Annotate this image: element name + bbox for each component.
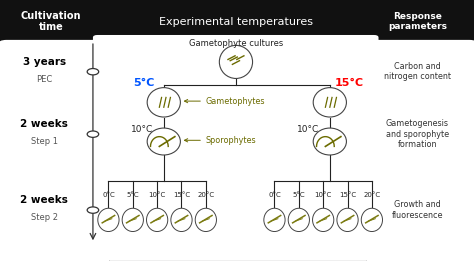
Ellipse shape [147,88,181,117]
Ellipse shape [264,208,285,232]
Text: 15°C: 15°C [173,192,190,198]
Ellipse shape [219,45,253,79]
Text: 10°C: 10°C [131,125,154,134]
Circle shape [87,131,99,137]
Ellipse shape [312,208,334,232]
Text: PEC: PEC [36,75,52,84]
Text: 20°C: 20°C [363,192,381,198]
Ellipse shape [195,208,217,232]
Text: Gametophyte cultures: Gametophyte cultures [189,39,283,48]
FancyBboxPatch shape [365,40,474,261]
Text: 0°C: 0°C [268,192,281,198]
Ellipse shape [361,208,383,232]
Ellipse shape [337,208,358,232]
Text: 5°C: 5°C [127,192,139,198]
Text: Response
parameters: Response parameters [388,12,447,31]
Text: Step 1: Step 1 [31,137,58,146]
Text: 5°C: 5°C [292,192,305,198]
Text: 2 weeks: 2 weeks [20,119,68,129]
Text: 2 weeks: 2 weeks [20,195,68,205]
Text: 20°C: 20°C [197,192,214,198]
Text: Growth and
fluorescence: Growth and fluorescence [392,200,443,220]
Text: 15°C: 15°C [339,192,356,198]
FancyBboxPatch shape [0,40,110,261]
Ellipse shape [147,128,181,155]
Text: 10°C: 10°C [315,192,332,198]
Text: Gametogenesis
and sporophyte
formation: Gametogenesis and sporophyte formation [386,119,449,149]
Text: Sporophytes: Sporophytes [184,136,256,145]
Ellipse shape [313,88,346,117]
Ellipse shape [146,208,168,232]
Circle shape [87,69,99,75]
Ellipse shape [122,208,144,232]
FancyBboxPatch shape [93,35,379,260]
FancyBboxPatch shape [93,0,379,42]
Text: 0°C: 0°C [102,192,115,198]
Text: 10°C: 10°C [148,192,166,198]
Text: Step 2: Step 2 [31,213,58,222]
Ellipse shape [98,208,119,232]
Ellipse shape [313,128,346,155]
FancyBboxPatch shape [365,0,474,261]
FancyBboxPatch shape [0,0,110,261]
Ellipse shape [288,208,310,232]
Text: 10°C: 10°C [298,125,319,134]
Circle shape [87,207,99,213]
Text: 3 years: 3 years [23,57,66,67]
Text: Carbon and
nitrogen content: Carbon and nitrogen content [384,62,451,81]
Text: Experimental temperatures: Experimental temperatures [159,16,313,27]
Text: Cultivation
time: Cultivation time [21,11,81,32]
Text: Gametophytes: Gametophytes [184,97,265,106]
Ellipse shape [171,208,192,232]
Text: 5°C: 5°C [133,78,155,88]
Text: 15°C: 15°C [335,78,365,88]
